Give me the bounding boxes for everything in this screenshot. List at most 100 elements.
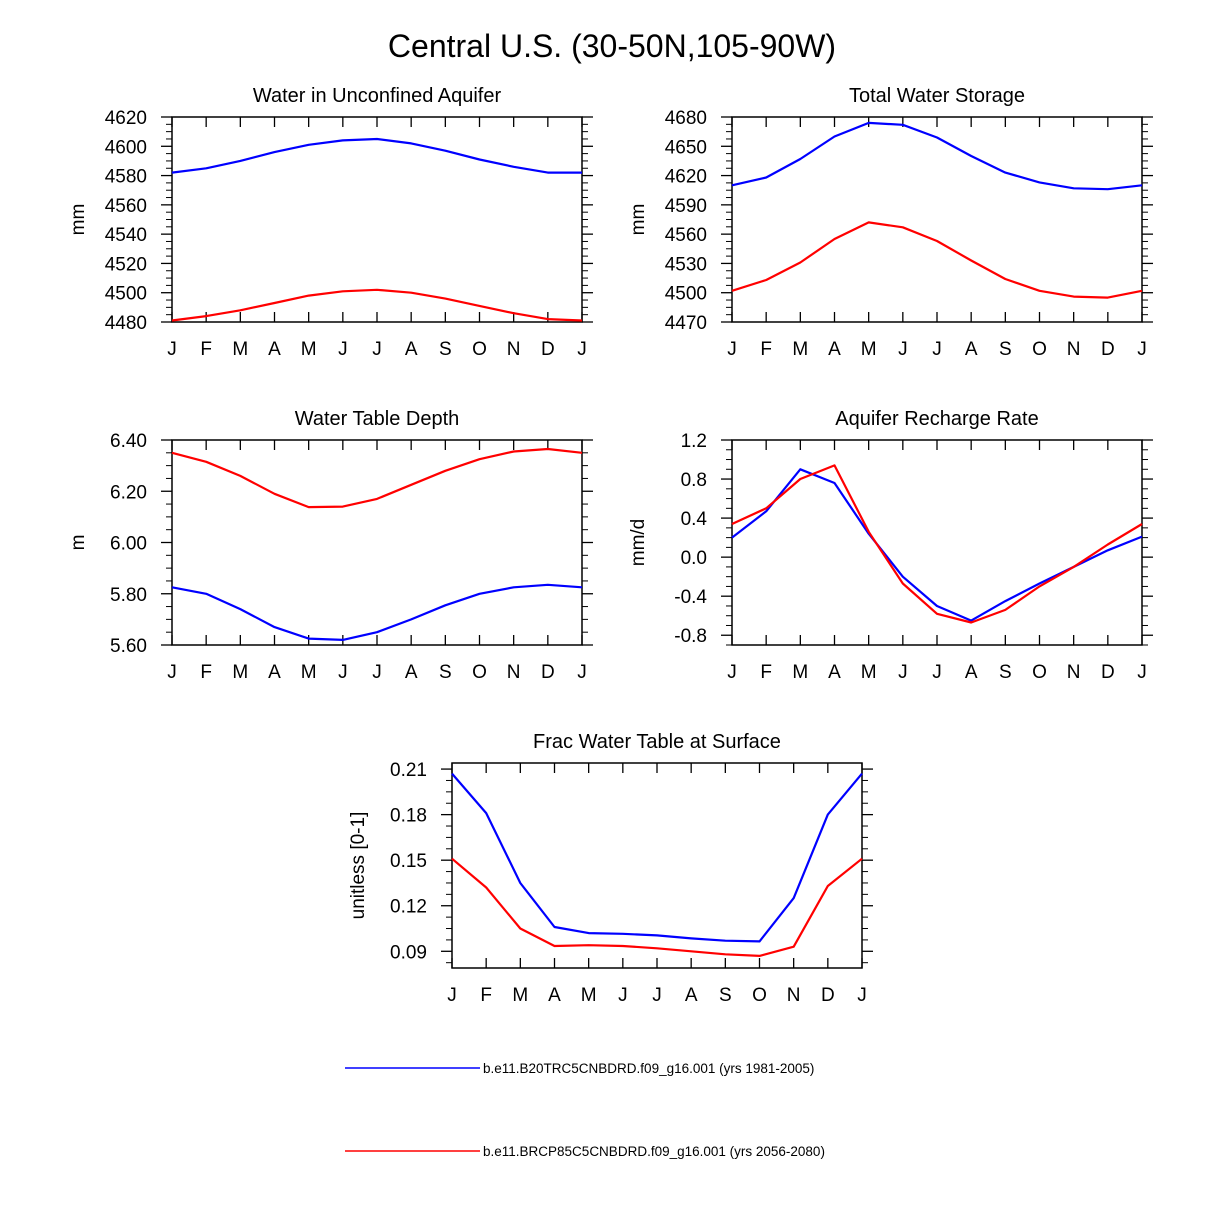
x-tick-label: F [760,339,772,360]
y-axis-label: mm [68,204,89,236]
x-tick-label: D [821,985,835,1006]
x-tick-label: M [301,662,317,683]
y-tick-label: 4600 [105,137,147,158]
series-line [171,288,583,322]
y-axis-label: unitless [0-1] [348,812,369,920]
x-tick-label: J [1137,339,1147,360]
x-tick-label: J [372,339,382,360]
x-tick-label: J [727,662,737,683]
plot-frame [171,116,583,323]
y-tick-label: 4520 [105,254,147,275]
series-line [171,137,582,174]
x-tick-label: O [1032,339,1047,360]
x-tick-label: J [577,339,587,360]
x-tick-label: F [480,985,492,1006]
y-tick-label: 4680 [665,108,707,129]
y-tick-label: 0.12 [390,897,427,918]
x-tick-label: J [338,662,348,683]
y-tick-label: 4540 [105,225,147,246]
series-line [731,121,1143,191]
y-tick-label: 0.09 [390,942,427,963]
x-tick-label: J [932,339,942,360]
y-tick-label: 4650 [665,137,707,158]
y-tick-label: 0.21 [390,760,427,781]
x-tick-label: F [200,662,212,683]
x-tick-label: J [167,662,177,683]
x-tick-label: S [999,662,1012,683]
x-tick-label: N [1067,662,1081,683]
series-line [171,583,583,642]
series-line [731,468,1143,622]
x-tick-label: M [301,339,317,360]
y-tick-label: 4480 [105,313,147,334]
x-tick-label: D [1101,662,1115,683]
legend-label: b.e11.B20TRC5CNBDRD.f09_g16.001 (yrs 198… [483,1061,814,1076]
series-line [451,772,863,943]
x-tick-label: J [932,662,942,683]
x-tick-label: J [577,662,587,683]
y-tick-label: 4500 [665,284,707,305]
y-tick-label: 6.40 [110,431,147,452]
panel-title: Total Water Storage [849,85,1025,107]
x-tick-label: A [405,662,418,683]
y-axis-label: mm/d [628,519,649,567]
x-tick-label: O [752,985,767,1006]
y-tick-label: 0.4 [681,509,708,530]
x-tick-label: S [719,985,732,1006]
x-tick-label: J [618,985,628,1006]
x-tick-label: J [338,339,348,360]
y-tick-label: 4530 [665,254,707,275]
y-tick-label: 6.20 [110,482,147,503]
x-tick-label: M [861,662,877,683]
y-tick-label: 0.18 [390,806,427,827]
y-tick-label: 5.60 [110,636,147,657]
x-tick-label: S [439,339,452,360]
series-line [731,464,1143,624]
x-tick-label: A [828,339,841,360]
y-tick-label: 4580 [105,167,147,188]
x-tick-label: A [268,662,281,683]
y-tick-label: 4500 [105,284,147,305]
y-tick-label: 0.15 [390,851,427,872]
x-tick-label: N [507,662,521,683]
series-line [731,221,1143,299]
x-tick-label: M [581,985,597,1006]
x-tick-label: F [760,662,772,683]
x-tick-label: J [447,985,457,1006]
panel-title: Frac Water Table at Surface [533,731,781,753]
x-tick-label: S [999,339,1012,360]
x-tick-label: O [472,339,487,360]
x-tick-label: J [1137,662,1147,683]
panel-title: Aquifer Recharge Rate [835,408,1038,430]
x-tick-label: A [268,339,281,360]
y-tick-label: 6.00 [110,534,147,555]
x-tick-label: J [727,339,737,360]
x-tick-label: D [1101,339,1115,360]
x-tick-label: M [792,662,808,683]
x-tick-label: M [512,985,528,1006]
x-tick-label: A [548,985,561,1006]
series-line [171,447,583,509]
y-axis-label: mm [628,204,649,236]
x-tick-label: N [507,339,521,360]
x-tick-label: A [965,662,978,683]
y-tick-label: 0.8 [681,470,707,491]
x-tick-label: A [405,339,418,360]
x-tick-label: M [792,339,808,360]
x-tick-label: S [439,662,452,683]
x-tick-label: M [861,339,877,360]
series-line [451,857,863,958]
figure-title: Central U.S. (30-50N,105-90W) [388,28,836,64]
y-tick-label: 4620 [105,108,147,129]
x-tick-label: A [965,339,978,360]
x-tick-label: J [898,662,908,683]
x-tick-label: A [685,985,698,1006]
y-tick-label: 1.2 [681,431,707,452]
x-tick-label: J [857,985,867,1006]
